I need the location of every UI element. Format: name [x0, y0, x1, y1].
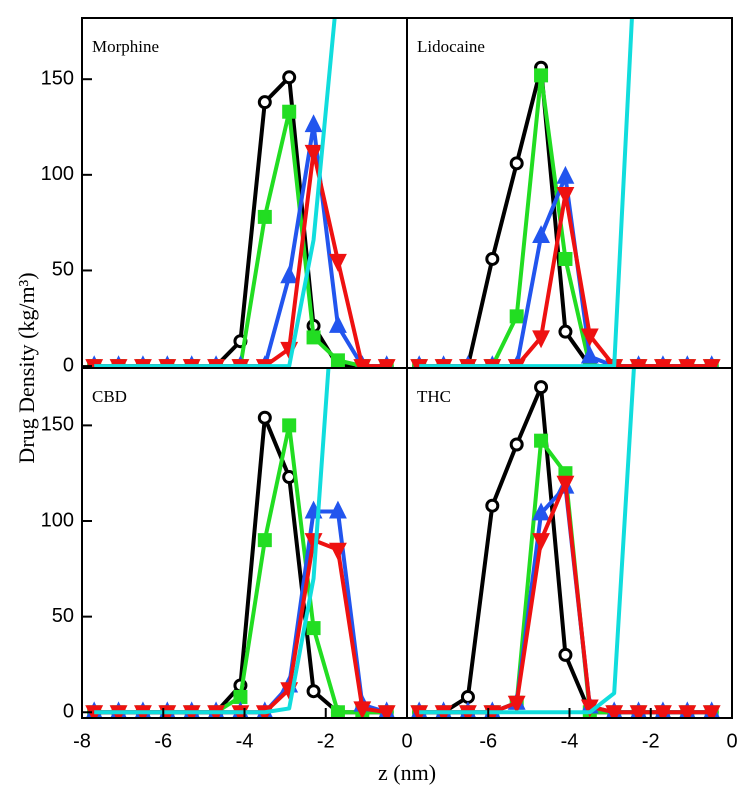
series-line — [94, 18, 337, 368]
y-axis-label: Drug Density (kg/m³) — [14, 272, 39, 463]
point — [605, 705, 624, 718]
point — [485, 498, 500, 513]
point — [702, 705, 721, 718]
point — [282, 418, 297, 433]
point — [580, 328, 599, 347]
point — [257, 533, 272, 548]
x-tick-label: 0 — [401, 730, 412, 752]
point — [460, 689, 475, 704]
point — [329, 542, 347, 561]
series-line — [94, 368, 331, 715]
y-tick-label: 50 — [52, 259, 74, 281]
series-line — [419, 18, 634, 368]
y-tick-label: 0 — [63, 354, 74, 376]
point — [580, 345, 599, 364]
point — [629, 705, 648, 718]
point — [353, 701, 372, 718]
y-tick-label: 150 — [41, 414, 74, 436]
point — [330, 353, 345, 368]
point — [329, 253, 347, 272]
point — [509, 156, 524, 171]
x-tick-label: -2 — [642, 730, 660, 752]
point — [558, 251, 573, 266]
point — [534, 68, 549, 83]
point — [257, 410, 272, 425]
point — [280, 265, 299, 284]
point — [304, 144, 323, 163]
point — [306, 621, 321, 636]
point — [507, 695, 526, 714]
x-tick-label: -4 — [561, 730, 579, 752]
point — [304, 114, 323, 133]
panel-title: CBD — [92, 387, 127, 406]
plot-area — [85, 18, 396, 368]
x-tick-label: -2 — [317, 730, 335, 752]
y-tick-label: 100 — [41, 163, 74, 185]
point — [556, 165, 575, 184]
series-line — [419, 484, 712, 715]
point — [282, 104, 297, 119]
point — [257, 95, 272, 110]
point — [509, 437, 524, 452]
point — [485, 251, 500, 266]
point — [509, 309, 524, 324]
point — [306, 684, 321, 699]
series-line — [419, 368, 636, 715]
point — [534, 433, 549, 448]
point — [558, 647, 573, 662]
panel-title: Lidocaine — [417, 37, 485, 56]
point — [532, 533, 550, 551]
series-line — [419, 480, 712, 715]
point — [532, 225, 550, 244]
point — [678, 705, 697, 718]
point — [377, 705, 396, 718]
point — [654, 705, 672, 718]
panel-title: THC — [417, 387, 451, 406]
point — [329, 315, 347, 333]
y-tick-label: 50 — [52, 605, 74, 627]
plot-area — [410, 368, 721, 718]
plot-area — [410, 18, 721, 368]
point — [556, 186, 575, 205]
panel-title: Morphine — [92, 37, 159, 56]
point — [306, 330, 321, 345]
y-tick-label: 100 — [41, 509, 74, 531]
point — [556, 475, 575, 494]
x-tick-label: -6 — [479, 730, 497, 752]
point — [329, 500, 347, 519]
point — [257, 209, 272, 224]
point — [558, 324, 573, 339]
y-tick-label: 150 — [41, 67, 74, 89]
x-axis-label: z (nm) — [378, 760, 436, 785]
point — [330, 705, 345, 718]
series-line — [419, 65, 712, 368]
point — [233, 689, 248, 704]
x-tick-label: -8 — [73, 730, 91, 752]
series-line — [94, 75, 387, 368]
point — [532, 502, 550, 521]
x-tick-label: 0 — [726, 730, 737, 752]
x-tick-label: -4 — [236, 730, 254, 752]
series-line — [419, 191, 712, 368]
point — [282, 70, 297, 85]
y-tick-label: 0 — [63, 701, 74, 723]
point — [532, 330, 550, 349]
x-tick-label: -6 — [154, 730, 172, 752]
point — [534, 380, 549, 395]
series-line — [419, 385, 712, 715]
